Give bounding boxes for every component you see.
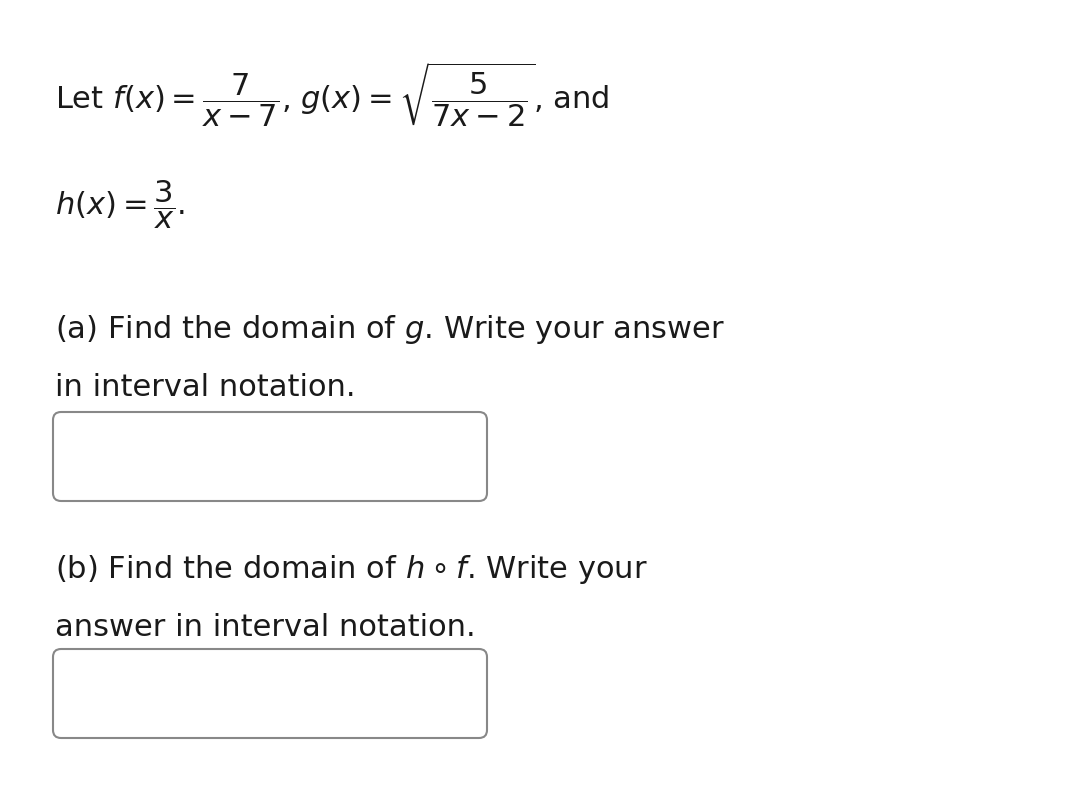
Text: (b) Find the domain of $h \circ f$. Write your: (b) Find the domain of $h \circ f$. Writ…	[55, 553, 648, 586]
Text: in interval notation.: in interval notation.	[55, 373, 355, 402]
Text: answer in interval notation.: answer in interval notation.	[55, 613, 475, 642]
Text: (a) Find the domain of $g$. Write your answer: (a) Find the domain of $g$. Write your a…	[55, 313, 725, 346]
FancyBboxPatch shape	[53, 649, 487, 738]
Text: $h(x) = \dfrac{3}{x}$.: $h(x) = \dfrac{3}{x}$.	[55, 178, 185, 231]
FancyBboxPatch shape	[53, 413, 487, 501]
Text: Let $f(x) = \dfrac{7}{x - 7}$, $g(x) = \sqrt{\dfrac{5}{7x - 2}}$, and: Let $f(x) = \dfrac{7}{x - 7}$, $g(x) = \…	[55, 61, 609, 129]
